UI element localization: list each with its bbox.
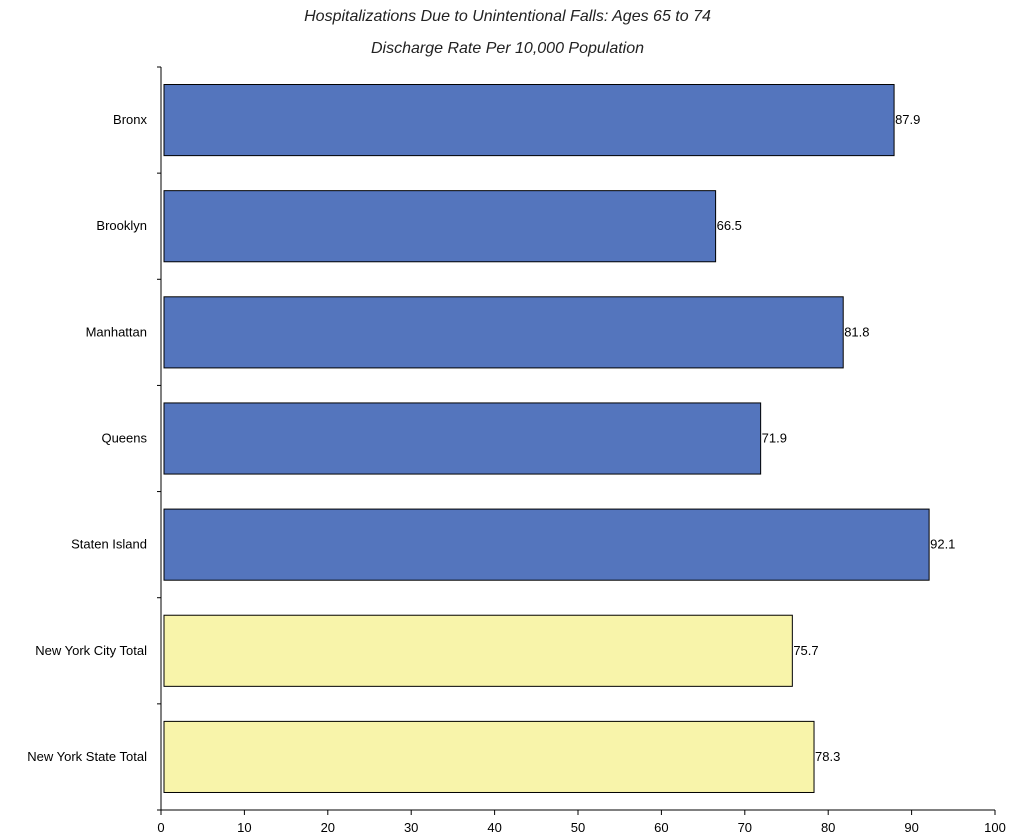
x-tick-label: 0 [157, 820, 164, 835]
category-label: Bronx [113, 112, 147, 127]
chart-title: Hospitalizations Due to Unintentional Fa… [304, 8, 711, 25]
bar [163, 720, 815, 793]
category-label: New York State Total [27, 749, 147, 764]
x-tick-label: 20 [321, 820, 335, 835]
x-tick-label: 10 [237, 820, 251, 835]
bar [163, 84, 895, 157]
x-tick-label: 30 [404, 820, 418, 835]
x-tick-label: 100 [984, 820, 1006, 835]
bar [163, 614, 793, 687]
data-label: 81.8 [844, 324, 869, 339]
x-tick-label: 50 [571, 820, 585, 835]
data-label: 87.9 [895, 112, 920, 127]
chart-subtitle: Discharge Rate Per 10,000 Population [370, 40, 645, 57]
category-label: New York City Total [35, 643, 147, 658]
data-label: 66.5 [717, 218, 742, 233]
data-label: 92.1 [930, 537, 955, 552]
x-tick-label: 70 [738, 820, 752, 835]
bar [163, 402, 762, 475]
category-label: Staten Island [71, 537, 147, 552]
data-label: 75.7 [793, 643, 818, 658]
data-label: 71.9 [762, 431, 787, 446]
x-tick-label: 60 [654, 820, 668, 835]
category-label: Manhattan [86, 324, 147, 339]
bar [163, 190, 717, 263]
x-tick-label: 90 [904, 820, 918, 835]
x-tick-label: 80 [821, 820, 835, 835]
category-label: Queens [101, 431, 147, 446]
category-label: Brooklyn [96, 218, 147, 233]
data-label: 78.3 [815, 749, 840, 764]
x-tick-label: 40 [487, 820, 501, 835]
bar [163, 296, 844, 369]
bar [163, 508, 930, 581]
